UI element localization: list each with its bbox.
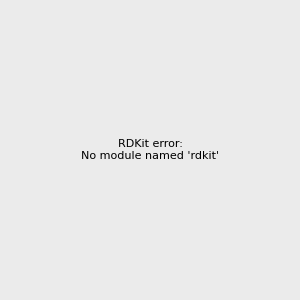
Text: RDKit error:
No module named 'rdkit': RDKit error: No module named 'rdkit' (81, 139, 219, 161)
